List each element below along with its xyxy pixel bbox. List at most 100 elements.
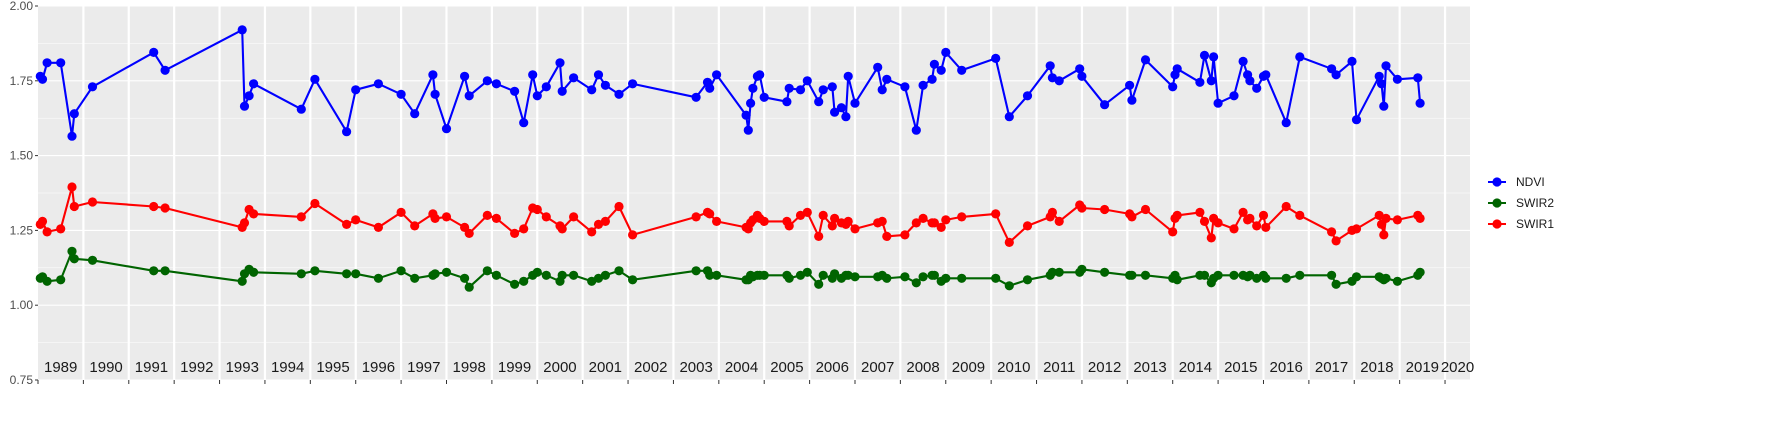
- x-axis: 1989 1990 1991 1992 1993 1994 1995 1996 1997 1998…: [37, 359, 1474, 384]
- data-point-ndvi: [1245, 76, 1255, 86]
- data-point-swir1: [1172, 210, 1182, 220]
- data-point-ndvi: [237, 25, 247, 35]
- data-point-swir2: [628, 275, 638, 285]
- data-point-swir1: [42, 227, 52, 237]
- data-point-ndvi: [929, 59, 940, 69]
- year-label: 1995: [316, 359, 349, 376]
- data-point-ndvi: [42, 58, 52, 68]
- data-point-swir1: [1127, 212, 1137, 222]
- year-label: 2010: [997, 359, 1030, 376]
- data-point-swir2: [1100, 267, 1110, 277]
- data-point-swir1: [991, 209, 1001, 219]
- data-point-swir1: [1261, 222, 1271, 232]
- data-point-swir2: [482, 266, 492, 276]
- data-point-swir2: [519, 276, 529, 286]
- data-point-swir1: [600, 216, 611, 226]
- data-point-ndvi: [818, 85, 828, 95]
- data-point-swir2: [1392, 276, 1402, 286]
- data-point-swir1: [1392, 215, 1402, 225]
- data-point-swir1: [296, 212, 306, 222]
- data-point-swir2: [759, 270, 769, 280]
- data-point-swir2: [911, 278, 921, 288]
- data-point-swir2: [56, 275, 66, 285]
- data-point-swir1: [441, 212, 452, 222]
- data-point-swir1: [1238, 207, 1248, 217]
- data-point-swir1: [850, 224, 860, 234]
- year-label: 2013: [1133, 359, 1166, 376]
- data-point-ndvi: [1252, 83, 1262, 93]
- data-point-ndvi: [249, 79, 259, 89]
- year-label: 2000: [543, 359, 576, 376]
- data-point-swir2: [1295, 270, 1305, 280]
- year-label: 2001: [589, 359, 622, 376]
- data-point-ndvi: [1213, 98, 1223, 108]
- data-point-swir1: [519, 224, 529, 234]
- data-point-ndvi: [628, 79, 638, 89]
- data-point-ndvi: [759, 92, 769, 102]
- data-point-ndvi: [1168, 82, 1178, 92]
- data-point-swir2: [237, 276, 247, 286]
- y-tick-label: 1.00: [10, 298, 34, 312]
- data-point-ndvi: [482, 76, 492, 86]
- legend-key-marker: [1492, 219, 1502, 229]
- data-point-swir1: [882, 231, 892, 241]
- data-point-swir2: [541, 270, 551, 280]
- data-point-swir2: [1004, 281, 1014, 291]
- data-point-ndvi: [843, 71, 853, 81]
- data-point-ndvi: [1374, 71, 1384, 81]
- data-point-ndvi: [460, 71, 470, 81]
- data-point-ndvi: [614, 89, 624, 99]
- data-point-swir1: [593, 219, 604, 229]
- data-point-swir2: [1127, 270, 1137, 280]
- data-point-swir2: [42, 276, 52, 286]
- data-point-swir2: [410, 273, 420, 283]
- data-point-swir1: [239, 218, 250, 228]
- data-point-ndvi: [428, 70, 438, 80]
- data-point-swir1: [557, 224, 567, 234]
- data-point-ndvi: [569, 73, 579, 83]
- year-label: 1993: [226, 359, 259, 376]
- data-point-ndvi: [593, 70, 604, 80]
- data-point-swir1: [1077, 203, 1087, 213]
- data-point-swir1: [351, 215, 361, 225]
- data-point-swir1: [1229, 224, 1239, 234]
- data-point-swir1: [396, 207, 406, 217]
- data-point-ndvi: [827, 82, 837, 92]
- data-point-swir2: [691, 266, 701, 276]
- data-point-swir1: [249, 209, 259, 219]
- data-point-swir1: [1415, 213, 1425, 223]
- data-point-ndvi: [1054, 76, 1064, 86]
- data-point-swir1: [1004, 237, 1014, 247]
- data-point-ndvi: [1331, 70, 1341, 80]
- year-label: 2016: [1269, 359, 1302, 376]
- data-point-swir1: [784, 221, 794, 231]
- grid-lines: [38, 5, 1470, 381]
- data-point-ndvi: [1379, 101, 1389, 111]
- year-label: 1999: [498, 359, 531, 376]
- data-point-swir1: [67, 182, 77, 192]
- data-point-swir2: [802, 267, 812, 277]
- data-point-ndvi: [441, 124, 452, 134]
- data-point-ndvi: [1381, 61, 1391, 71]
- data-point-swir2: [705, 270, 715, 280]
- data-point-ndvi: [410, 109, 420, 119]
- data-point-swir2: [1351, 272, 1362, 282]
- data-point-ndvi: [936, 65, 946, 75]
- data-point-ndvi: [87, 82, 98, 92]
- data-point-swir1: [482, 210, 492, 220]
- data-point-swir2: [830, 269, 840, 279]
- data-point-swir1: [1195, 207, 1205, 217]
- data-point-swir2: [1047, 267, 1057, 277]
- y-tick-label: 2.00: [10, 0, 34, 13]
- data-point-ndvi: [600, 80, 611, 90]
- data-point-ndvi: [1022, 91, 1033, 101]
- data-point-swir2: [957, 273, 967, 283]
- data-point-ndvi: [160, 65, 170, 75]
- year-label: 2009: [952, 359, 985, 376]
- data-point-ndvi: [743, 125, 753, 135]
- data-point-swir2: [160, 266, 170, 276]
- data-point-ndvi: [1295, 52, 1305, 62]
- y-tick-label: 0.75: [10, 373, 34, 387]
- data-point-ndvi: [741, 110, 751, 120]
- data-point-ndvi: [430, 89, 440, 99]
